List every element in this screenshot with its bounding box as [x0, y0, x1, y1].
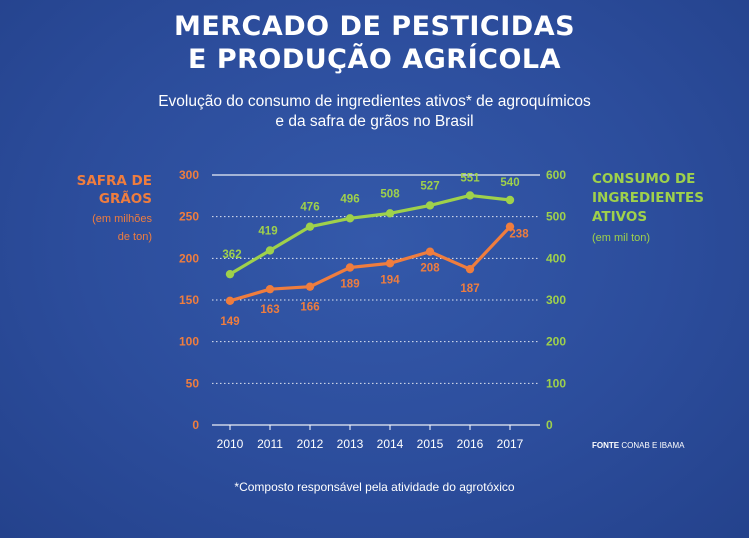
right-tick-label: 500: [546, 210, 566, 224]
safra-data-label: 238: [509, 229, 529, 241]
consumo-data-label: 527: [420, 180, 439, 192]
consumo-data-label: 419: [258, 225, 277, 237]
left-tick-label: 250: [179, 210, 199, 224]
consumo-line: [228, 193, 512, 276]
safra-data-label: 149: [220, 316, 239, 328]
x-tick-label: 2011: [257, 437, 283, 451]
right-axis-title: CONSUMO DE INGREDIENTES ATIVOS (em mil t…: [592, 170, 742, 247]
left-tick-label: 200: [179, 251, 199, 265]
consumo-data-label: 508: [380, 188, 400, 200]
consumo-point: [425, 201, 435, 210]
safra-point: [265, 284, 275, 294]
data-series: [225, 191, 515, 306]
subtitle-line-2: e da safra de grãos no Brasil: [275, 113, 474, 130]
left-axis-unit-line-2: de ton): [117, 231, 152, 243]
consumo-point: [225, 269, 235, 279]
safra-point: [425, 247, 435, 256]
safra-point: [385, 259, 395, 268]
consumo-point: [505, 195, 515, 205]
consumo-data-label: 362: [222, 249, 241, 261]
chart-subtitle: Evolução do consumo de ingredientes ativ…: [0, 92, 749, 132]
safra-data-label: 189: [340, 279, 359, 291]
source-note: FONTE CONAB E IBAMA: [592, 441, 684, 450]
consumo-point: [385, 209, 395, 218]
source-text: CONAB E IBAMA: [621, 441, 685, 450]
safra-line: [228, 225, 512, 303]
right-tick-label: 400: [546, 251, 566, 265]
right-tick-label: 300: [546, 293, 566, 307]
x-tick-label: 2013: [337, 437, 364, 451]
right-axis-title-line-2: INGREDIENTES: [592, 190, 704, 206]
safra-point: [505, 222, 515, 231]
right-axis-title-line-3: ATIVOS: [592, 209, 648, 225]
safra-data-label: 208: [420, 263, 440, 275]
subtitle-line-1: Evolução do consumo de ingredientes ativ…: [158, 93, 591, 110]
x-tick-label: 2016: [457, 437, 484, 451]
left-axis-title-line-2: GRÃOS: [98, 191, 152, 207]
consumo-data-label: 540: [500, 177, 519, 189]
consumo-data-label: 496: [340, 193, 359, 205]
left-axis-unit-line-1: (em milhões: [92, 213, 152, 225]
safra-data-label: 163: [260, 304, 279, 316]
source-label: FONTE: [592, 441, 620, 450]
title-line-1: MERCADO DE PESTICIDAS: [173, 11, 576, 42]
axis-ticks: 0 0 50 100 100 200 150 300 200 400 250 500 300 600 201…: [179, 168, 566, 451]
safra-data-label: 187: [460, 283, 479, 295]
safra-data-label: 194: [380, 274, 400, 286]
safra-point: [225, 296, 235, 306]
x-tick-label: 2017: [497, 437, 524, 451]
consumo-point: [265, 246, 275, 255]
grid-lines: [212, 174, 540, 426]
right-tick-label: 200: [546, 335, 566, 349]
left-tick-label: 300: [179, 168, 199, 182]
consumo-point: [305, 222, 315, 231]
chart-title: MERCADO DE PESTICIDAS E PRODUÇÃO AGRÍCOL…: [0, 10, 749, 76]
left-tick-label: 150: [179, 293, 199, 307]
consumo-point: [465, 191, 475, 200]
safra-point: [345, 263, 355, 272]
right-tick-label: 600: [546, 168, 566, 182]
consumo-point: [345, 214, 355, 223]
consumo-data-label: 551: [460, 172, 480, 184]
x-tick-label: 2014: [377, 437, 404, 451]
footnote: *Composto responsável pela atividade do …: [234, 480, 515, 494]
consumo-data-label: 476: [300, 202, 319, 214]
right-axis-title-line-1: CONSUMO DE: [592, 171, 696, 187]
right-tick-label: 100: [546, 376, 566, 390]
safra-data-label: 166: [300, 302, 319, 314]
left-axis-title: SAFRA DE GRÃOS (em milhões de ton): [40, 172, 152, 246]
left-tick-label: 50: [186, 376, 200, 390]
right-tick-label: 0: [546, 418, 553, 432]
data-labels: 149 163 166 189 194 208 187 238 362 419 476 496 508 5…: [220, 172, 529, 327]
left-axis-title-line-1: SAFRA DE: [76, 173, 152, 189]
x-tick-label: 2012: [297, 437, 324, 451]
left-tick-label: 100: [179, 335, 199, 349]
right-axis-unit: (em mil ton): [592, 232, 651, 244]
left-tick-label: 0: [192, 418, 199, 432]
safra-point: [465, 264, 475, 274]
title-line-2: E PRODUÇÃO AGRÍCOLA: [187, 44, 562, 75]
safra-point: [305, 282, 315, 291]
x-tick-label: 2010: [217, 437, 244, 451]
x-tick-label: 2015: [417, 437, 444, 451]
